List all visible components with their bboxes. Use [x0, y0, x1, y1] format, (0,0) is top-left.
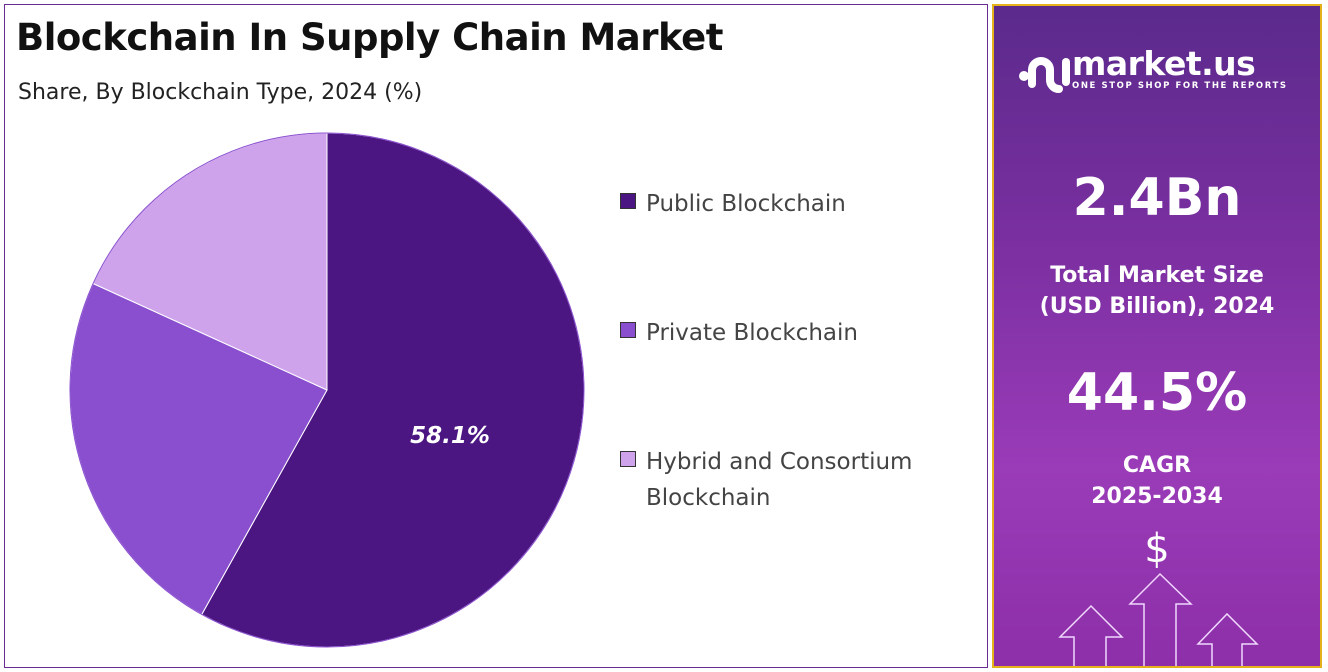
dollar-icon: $	[1144, 526, 1170, 572]
market-size-value: 2.4Bn	[1072, 168, 1242, 228]
legend-label: Public Blockchain	[646, 191, 846, 217]
chart-title: Blockchain In Supply Chain Market	[16, 16, 723, 59]
market-us-logo-icon	[1019, 57, 1070, 93]
cagr-period: 2025-2034	[1091, 484, 1223, 509]
cagr-label: CAGR	[1122, 453, 1192, 478]
cagr-value: 44.5%	[1066, 363, 1248, 423]
data-label: 58.1%	[410, 423, 490, 449]
legend-swatch	[620, 193, 636, 209]
pie-outline	[69, 132, 585, 648]
legend-label: Private Blockchain	[646, 320, 858, 346]
summary-panel: market.us ONE STOP SHOP FOR THE REPORTS …	[992, 4, 1322, 668]
chart-subtitle: Share, By Blockchain Type, 2024 (%)	[18, 80, 423, 105]
legend-swatch	[620, 322, 636, 338]
market-size-label-year: (USD Billion), 2024	[1039, 294, 1275, 319]
growth-arrows-icon	[1058, 572, 1259, 666]
legend-swatch	[620, 451, 636, 467]
market-size-label: Total Market Size	[1050, 263, 1264, 288]
brand-tagline: ONE STOP SHOP FOR THE REPORTS	[1072, 81, 1288, 91]
pie-chart: 58.1%	[69, 132, 585, 648]
brand-name: market.us	[1072, 44, 1256, 83]
legend-label: Hybrid and Consortium Blockchain	[646, 449, 913, 511]
